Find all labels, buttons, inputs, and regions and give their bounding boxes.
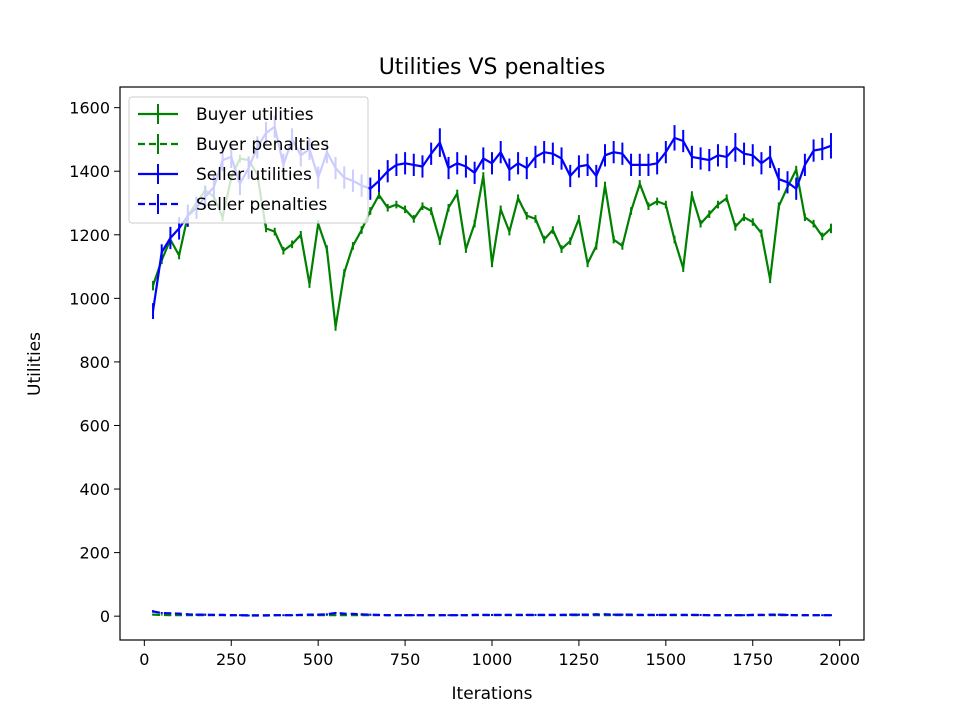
x-tick-label: 1750 <box>732 650 773 669</box>
x-tick-label: 1000 <box>472 650 513 669</box>
series-seller-penalties <box>152 610 832 617</box>
x-tick-label: 500 <box>303 650 334 669</box>
x-tick-label: 250 <box>216 650 247 669</box>
x-tick-label: 750 <box>390 650 421 669</box>
y-tick-label: 1000 <box>69 289 110 308</box>
legend: Buyer utilities Buyer penalties Seller uti… <box>128 96 369 224</box>
legend-label: Buyer penalties <box>196 135 329 155</box>
y-tick-label: 200 <box>79 544 110 563</box>
y-tick-label: 400 <box>79 480 110 499</box>
x-tick-label: 1250 <box>559 650 600 669</box>
y-axis-label: Utilities <box>25 332 45 396</box>
legend-label: Buyer utilities <box>196 105 314 125</box>
y-tick-label: 800 <box>79 353 110 372</box>
legend-label: Seller penalties <box>196 195 328 215</box>
y-tick-label: 600 <box>79 416 110 435</box>
y-tick-label: 1200 <box>69 226 110 245</box>
x-axis-label: Iterations <box>452 684 533 704</box>
y-tick-label: 1600 <box>69 99 110 118</box>
tick-layer: 0 250 500 750 1000 1250 1500 1750 2000 0 200 400 600… <box>69 99 860 669</box>
legend-label: Seller utilities <box>196 165 312 185</box>
x-tick-label: 1500 <box>645 650 686 669</box>
y-tick-label: 1400 <box>69 162 110 181</box>
legend-box <box>128 96 369 224</box>
y-tick-label: 0 <box>100 607 110 626</box>
x-tick-label: 0 <box>139 650 149 669</box>
chart-title: Utilities VS penalties <box>379 55 606 80</box>
x-tick-label: 2000 <box>819 650 860 669</box>
